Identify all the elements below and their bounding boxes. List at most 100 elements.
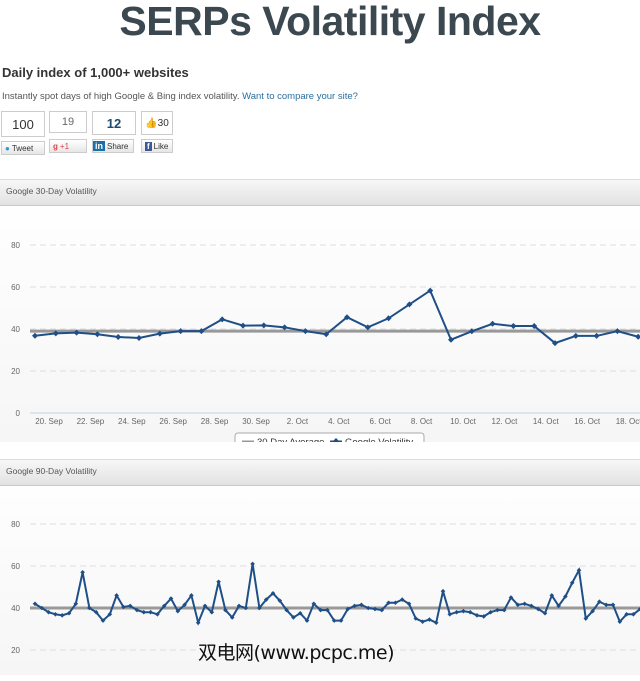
x-tick-label: 22. Sep <box>77 417 105 426</box>
data-point <box>219 316 226 323</box>
data-point <box>597 599 602 604</box>
data-point <box>569 580 575 586</box>
plusone-count: 19 <box>49 111 87 133</box>
tweet-button[interactable]: ● Tweet <box>1 141 45 155</box>
y-tick-label: 60 <box>11 283 20 292</box>
data-point <box>510 323 517 330</box>
data-point <box>182 602 187 608</box>
data-point <box>260 322 267 329</box>
data-point <box>216 579 221 585</box>
data-point <box>535 606 541 612</box>
data-point <box>610 602 616 608</box>
x-tick-label: 30. Sep <box>242 417 270 426</box>
data-point <box>593 332 600 339</box>
data-point <box>115 333 122 340</box>
twitter-icon: ● <box>5 143 10 153</box>
thumbs-up-icon: 👍 <box>145 117 158 129</box>
chart-title: Google 90-Day Volatility <box>0 460 640 486</box>
data-point <box>448 336 454 343</box>
data-point <box>590 608 595 614</box>
data-point <box>134 607 140 613</box>
chart-panel-30-day: Google 30-Day Volatility 0 20 40 60 80 20. Se… <box>0 179 640 451</box>
data-point <box>614 328 621 335</box>
facebook-share: 👍 30 f Like <box>141 111 173 153</box>
data-point <box>364 324 371 331</box>
data-point <box>114 593 119 598</box>
data-point <box>325 607 330 613</box>
data-point <box>141 609 147 615</box>
plusone-button[interactable]: g +1 <box>49 139 87 153</box>
data-point <box>177 328 184 335</box>
linkedin-count: 12 <box>92 111 136 135</box>
data-point <box>52 330 59 337</box>
linkedin-share-button[interactable]: in Share <box>92 139 134 153</box>
data-point <box>93 609 99 615</box>
y-tick-label: 20 <box>11 646 20 655</box>
data-point <box>156 330 163 337</box>
data-point <box>32 332 38 339</box>
description: Instantly spot days of high Google & Bin… <box>2 91 358 102</box>
data-point <box>468 328 475 335</box>
data-point <box>277 598 283 603</box>
like-button[interactable]: f Like <box>141 139 173 153</box>
data-point <box>195 620 201 625</box>
data-point <box>107 612 113 617</box>
data-point <box>127 603 133 609</box>
x-tick-label: 16. Oct <box>574 417 601 426</box>
data-point <box>481 614 487 619</box>
data-point <box>311 601 317 607</box>
subtitle: Daily index of 1,000+ websites <box>2 65 189 80</box>
volatility-line <box>34 563 640 626</box>
data-point <box>406 601 412 607</box>
data-point <box>270 591 276 596</box>
data-point <box>318 607 323 613</box>
data-point <box>549 593 555 598</box>
data-point <box>515 602 521 608</box>
compare-link[interactable]: Want to compare your site? <box>242 91 358 102</box>
data-point <box>302 328 309 335</box>
data-point <box>624 612 629 617</box>
page-title: SERPs Volatility Index <box>119 0 541 44</box>
google-plus-icon: g <box>53 141 58 151</box>
data-point <box>440 588 446 594</box>
data-point <box>454 609 459 615</box>
data-point <box>399 597 405 602</box>
data-point <box>243 605 249 611</box>
data-point <box>73 329 80 336</box>
y-tick-label: 80 <box>11 520 20 529</box>
data-point <box>250 561 255 567</box>
chart-90-day: 02040608029. Jul12. Aug26. Aug9. Sep23. … <box>11 520 640 655</box>
y-tick-label: 60 <box>11 562 20 571</box>
data-point <box>161 603 167 609</box>
data-point <box>531 323 538 330</box>
data-point <box>420 619 425 624</box>
data-point <box>529 603 534 609</box>
data-point <box>635 333 640 340</box>
data-point <box>281 324 288 331</box>
data-point <box>323 331 330 338</box>
data-point <box>32 601 38 607</box>
chart-title: Google 30-Day Volatility <box>0 180 640 206</box>
data-point <box>542 610 548 616</box>
data-point <box>556 603 561 609</box>
x-tick-label: 20. Sep <box>35 417 63 426</box>
y-tick-label: 40 <box>11 604 20 613</box>
x-tick-label: 18. Oct <box>616 417 640 426</box>
like-count: 👍 30 <box>141 111 173 135</box>
data-point <box>406 301 413 308</box>
data-point <box>175 608 181 614</box>
data-point <box>229 615 235 620</box>
data-point <box>467 609 473 615</box>
data-point <box>94 331 101 338</box>
data-point <box>209 609 215 615</box>
google-plus-share: 19 g +1 <box>49 111 87 153</box>
data-point <box>572 332 579 339</box>
data-point <box>617 619 623 624</box>
x-tick-label: 28. Sep <box>201 417 229 426</box>
data-point <box>189 593 194 598</box>
x-tick-label: 6. Oct <box>370 417 392 426</box>
tweet-count: 100 <box>1 111 45 137</box>
data-point <box>427 287 434 294</box>
data-point <box>304 618 310 623</box>
linkedin-share: 12 in Share <box>92 111 136 153</box>
